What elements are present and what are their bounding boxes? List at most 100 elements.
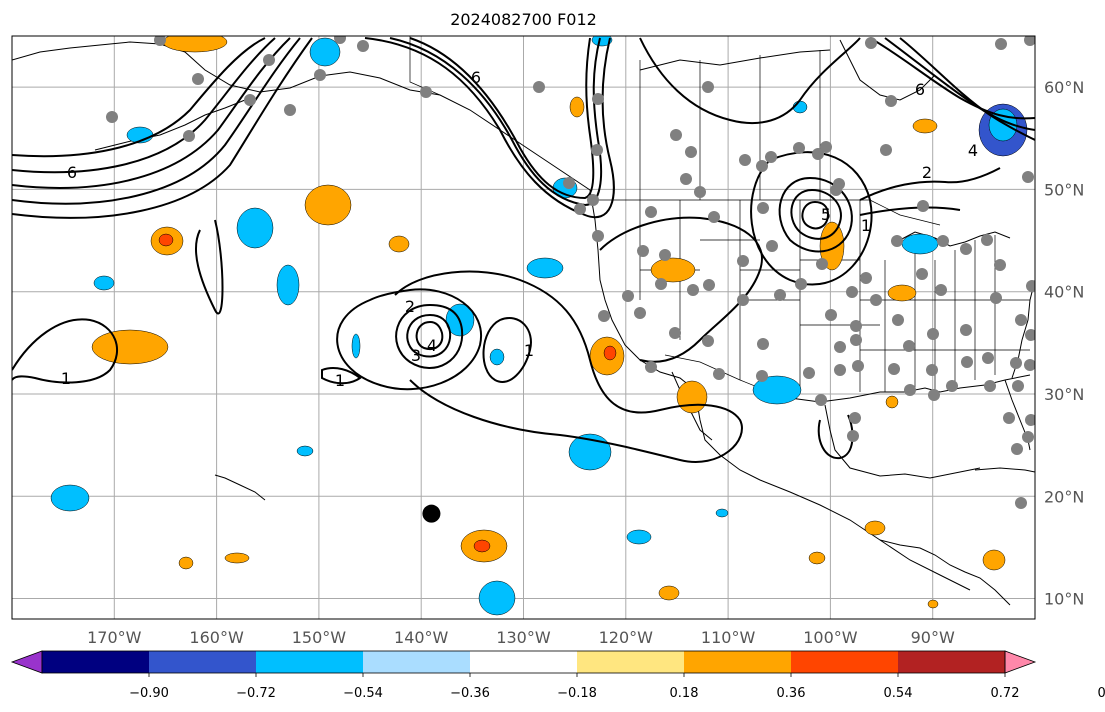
- blob-neg: [296, 445, 314, 457]
- blob-pos: [676, 380, 708, 414]
- station-dot: [533, 81, 545, 93]
- station-dot: [765, 151, 777, 163]
- contour-lines: [12, 37, 1035, 463]
- contour-label: 4: [427, 336, 437, 355]
- station-dot: [852, 360, 864, 372]
- contour-ridge-4: [639, 37, 861, 124]
- blob-pos: [982, 549, 1006, 571]
- blob-pos: [808, 551, 826, 565]
- blob-pos: [658, 585, 680, 601]
- station-dot: [563, 177, 575, 189]
- blob-pos-core: [158, 233, 174, 247]
- blob-pos: [819, 221, 845, 271]
- station-dot: [961, 356, 973, 368]
- colorbar-tick-label: 0.36: [777, 686, 806, 701]
- blob-pos-core: [603, 345, 617, 361]
- mexico-gulf: [824, 404, 981, 479]
- station-dot: [981, 234, 993, 246]
- colorbar-segment: [149, 651, 257, 673]
- contour-east-3: [899, 37, 1035, 141]
- station-dot: [420, 86, 432, 98]
- blob-neg: [309, 37, 341, 67]
- blob-neg: [351, 333, 361, 359]
- station-dot: [334, 36, 346, 44]
- lat-tick-label: 50°N: [1044, 180, 1084, 199]
- contour-ridge-3: [409, 37, 595, 200]
- north-america-west-coast: [589, 189, 971, 591]
- station-dot: [1012, 380, 1024, 392]
- station-dot: [865, 37, 877, 49]
- station-dot: [850, 320, 862, 332]
- station-dot: [903, 340, 915, 352]
- blob-neg: [276, 264, 300, 306]
- lon-tick-label: 150°W: [292, 628, 347, 647]
- station-dot: [1025, 414, 1035, 426]
- contour-sw-1: [194, 219, 224, 315]
- station-dot: [154, 36, 166, 46]
- station-dot: [587, 194, 599, 206]
- contour-label: 1: [861, 216, 871, 235]
- station-dot: [815, 394, 827, 406]
- blob-neg: [93, 275, 115, 291]
- station-dot: [1024, 359, 1035, 371]
- lon-tick-label: 130°W: [496, 628, 551, 647]
- station-dot: [680, 173, 692, 185]
- station-dot: [645, 206, 657, 218]
- station-dot: [739, 154, 751, 166]
- contour-mid-1: [599, 216, 763, 363]
- blob-pos: [388, 235, 410, 253]
- station-dot: [756, 160, 768, 172]
- station-dot: [816, 258, 828, 270]
- colorbar-segment: [684, 651, 792, 673]
- central-america: [879, 539, 1011, 606]
- station-dot: [834, 364, 846, 376]
- blob-pos: [650, 257, 696, 283]
- colorbar-tick-labels: −0.90 −0.72 −0.54 −0.36 −0.18 0.18 0.36 0.54 0.7…: [129, 673, 1105, 701]
- station-dot: [1003, 412, 1015, 424]
- colorbar-tick-label: 0.72: [991, 686, 1020, 701]
- contour-cutoff-outer: [336, 288, 483, 391]
- lon-tick-label: 110°W: [701, 628, 756, 647]
- station-dot: [1015, 497, 1027, 509]
- station-dot: [870, 294, 882, 306]
- storm-marker: [422, 504, 441, 523]
- colorbar-segment: [470, 651, 578, 673]
- station-dot: [846, 286, 858, 298]
- station-dot: [984, 380, 996, 392]
- lat-tick-label: 30°N: [1044, 385, 1084, 404]
- anomaly-shading: [50, 36, 1028, 616]
- latitude-labels: 60°N 50°N 40°N 30°N 20°N 10°N: [1044, 78, 1084, 608]
- blob-pos: [885, 395, 899, 409]
- canada-provinces: [639, 50, 821, 200]
- station-dot: [694, 186, 706, 198]
- contour-ridge-2: [389, 37, 603, 207]
- contour-jet-3: [12, 37, 291, 189]
- blob-pos: [178, 556, 194, 570]
- contour-cutoff-2: [406, 313, 452, 358]
- station-dot: [592, 93, 604, 105]
- station-dot: [849, 412, 861, 424]
- station-dot: [960, 243, 972, 255]
- blob-neg: [752, 375, 802, 405]
- lon-tick-label: 140°W: [394, 628, 449, 647]
- station-dot: [357, 40, 369, 52]
- blob-neg: [489, 348, 505, 366]
- station-dot: [655, 278, 667, 290]
- contour-label: 1: [335, 371, 345, 390]
- lat-tick-label: 20°N: [1044, 487, 1084, 506]
- station-dot: [847, 430, 859, 442]
- station-dot: [1010, 357, 1022, 369]
- colorbar-segment: [363, 651, 471, 673]
- contour-sub-1: [321, 367, 362, 385]
- contour-label: 6: [915, 80, 925, 99]
- station-dot: [995, 38, 1007, 50]
- colorbar-tick-label: −0.72: [236, 686, 276, 701]
- blob-pos-core: [473, 539, 491, 553]
- station-dot: [702, 81, 714, 93]
- contour-cutoff-3: [415, 320, 444, 350]
- station-dot: [670, 129, 682, 141]
- station-dot: [812, 148, 824, 160]
- station-dot: [927, 328, 939, 340]
- blob-neg: [591, 36, 613, 47]
